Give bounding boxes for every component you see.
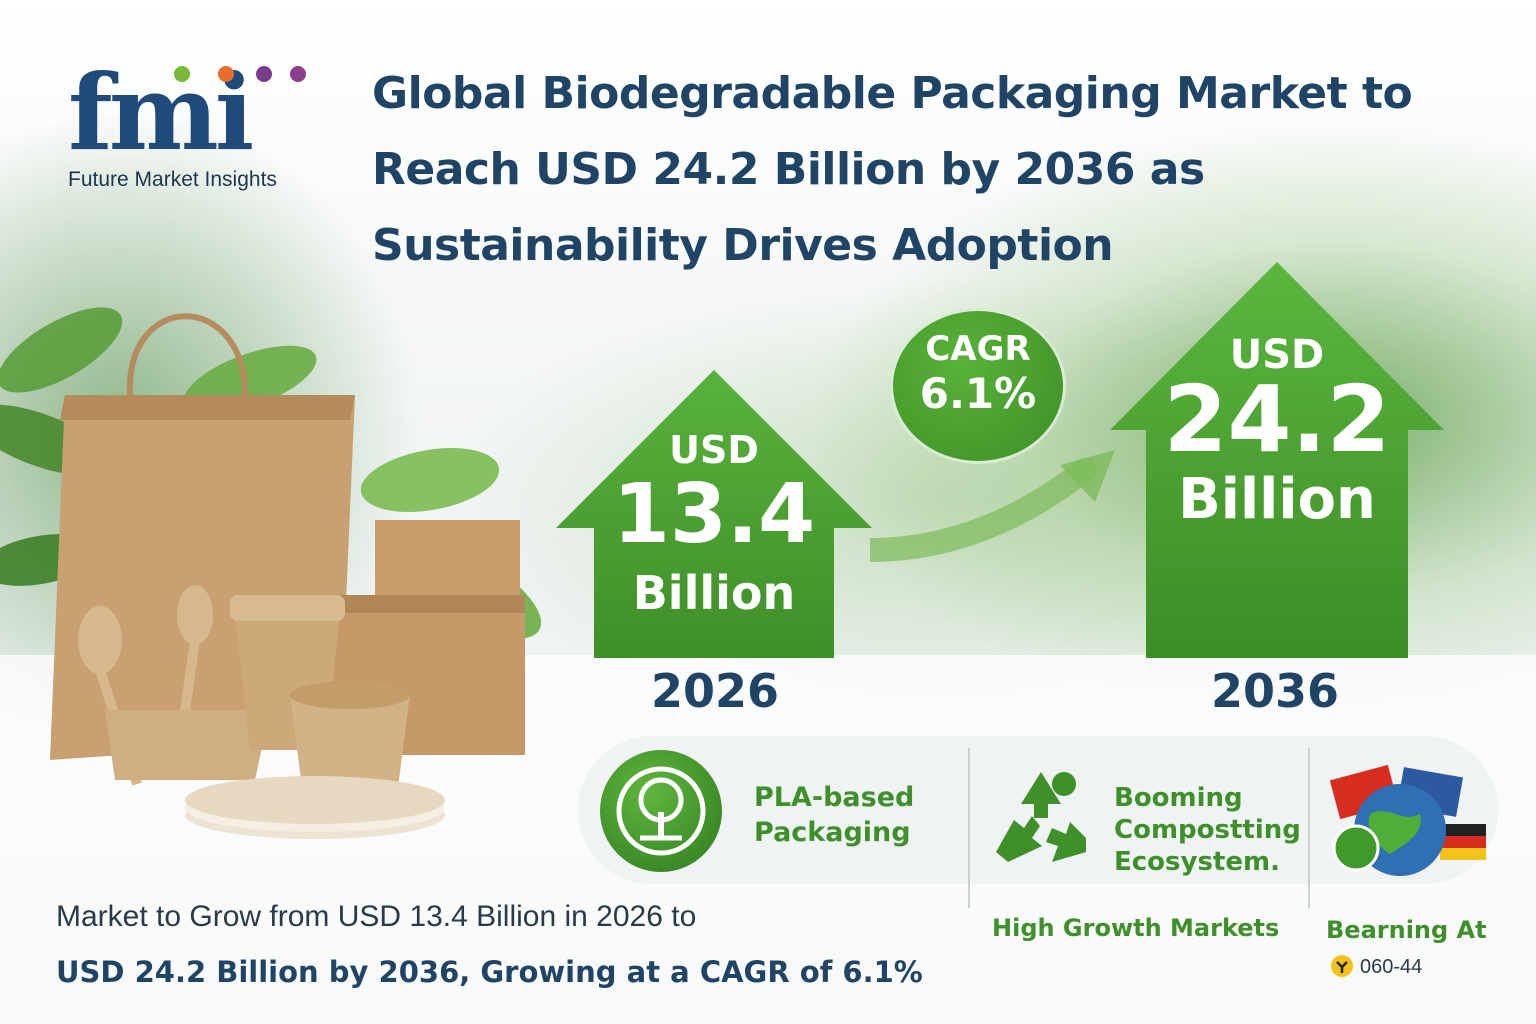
cagr-label: CAGR bbox=[925, 329, 1031, 369]
up-arrow-icon bbox=[1110, 262, 1444, 658]
feature-pla-text: PLA-based Packaging bbox=[754, 782, 915, 848]
summary-line-1: Market to Grow from USD 13.4 Billion in … bbox=[56, 900, 697, 933]
feature-composting-caption: High Growth Markets bbox=[992, 914, 1280, 942]
divider bbox=[1308, 748, 1310, 908]
summary-line-2: USD 24.2 Billion by 2036, Growing at a C… bbox=[56, 955, 923, 989]
recycle-icon bbox=[996, 772, 1086, 862]
arrow-2036: USD 24.2 Billion bbox=[1110, 262, 1444, 658]
arrow-2026: USD 13.4 Billion bbox=[556, 370, 872, 658]
logo-dot bbox=[256, 66, 272, 82]
start-value: 13.4 bbox=[612, 467, 816, 562]
tree-leaf-icon bbox=[616, 766, 706, 856]
start-year: 2026 bbox=[650, 664, 780, 718]
start-currency: USD bbox=[669, 428, 759, 472]
logo-dot bbox=[290, 66, 306, 82]
eco-products-illustration bbox=[0, 307, 542, 839]
status-icon bbox=[1331, 955, 1353, 977]
headline: Global Biodegradable Packaging Market to… bbox=[372, 68, 1413, 271]
logo-name: Future Market Insights bbox=[68, 168, 277, 191]
end-unit: Billion bbox=[1178, 467, 1376, 532]
start-unit: Billion bbox=[632, 566, 796, 620]
end-year: 2036 bbox=[1210, 664, 1340, 718]
feature-composting-text: Booming Compostting Ecosystem. bbox=[1114, 783, 1301, 877]
divider bbox=[968, 748, 970, 908]
feature-code: 060-44 bbox=[1360, 956, 1423, 978]
globe-flags-icon bbox=[1330, 764, 1486, 876]
logo-dot bbox=[174, 66, 190, 82]
growth-arrow bbox=[870, 450, 1115, 562]
feature-markets-caption: Bearning At bbox=[1326, 916, 1487, 944]
cagr-badge: CAGR 6.1% bbox=[890, 308, 1066, 464]
cagr-value: 6.1% bbox=[919, 369, 1037, 418]
feature-pla bbox=[600, 750, 722, 872]
fmi-logo: fmi Future Market Insights bbox=[68, 58, 328, 198]
logo-dot bbox=[218, 66, 234, 82]
end-value: 24.2 bbox=[1163, 366, 1391, 473]
end-currency: USD bbox=[1229, 332, 1325, 378]
up-arrow-icon bbox=[556, 370, 872, 658]
